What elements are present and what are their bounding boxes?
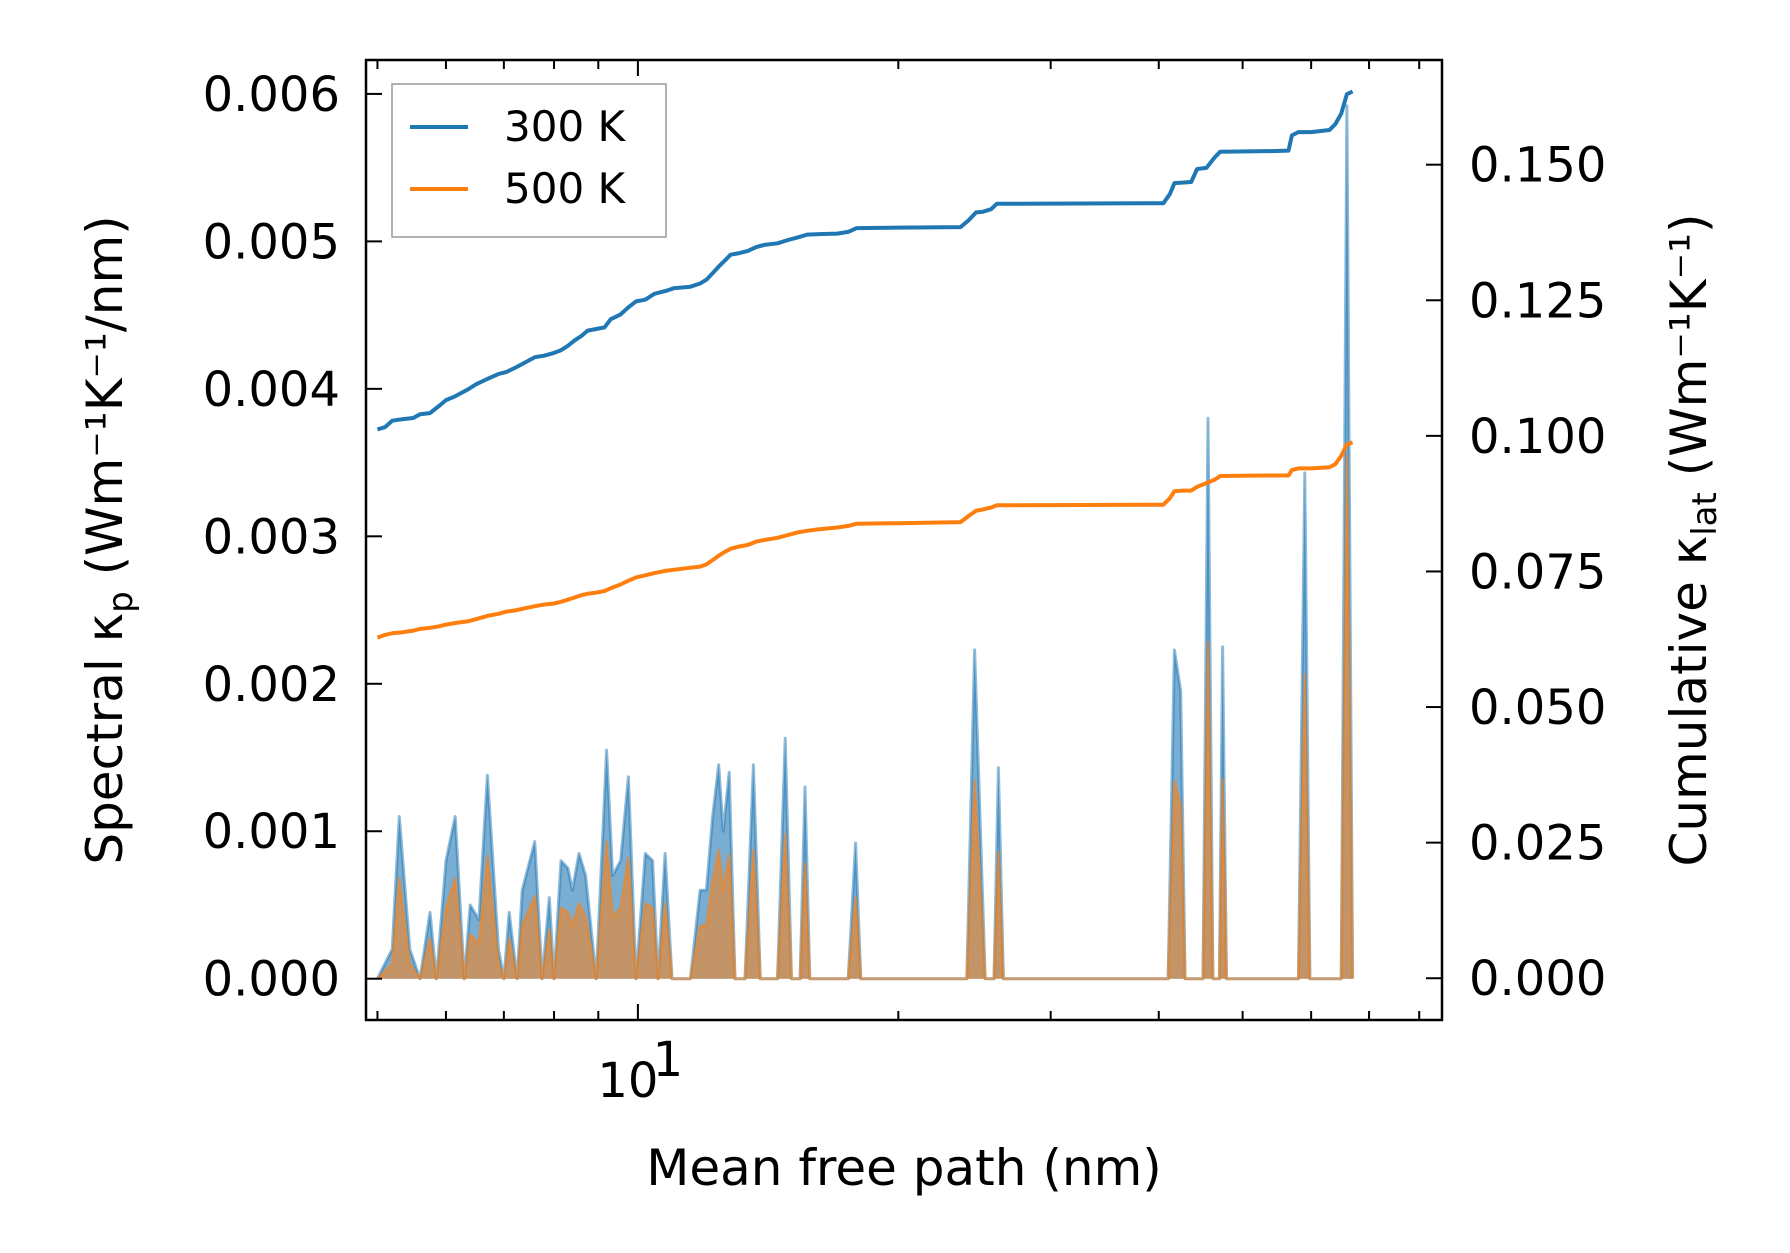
- left-tick-label-0: 0.000: [203, 952, 340, 1008]
- cumulative-lines: [376, 89, 1354, 640]
- axis-ticks: 0.000 0.001 0.002 0.003 0.004 0.005 0.006 0.000…: [203, 60, 1606, 1109]
- right-tick-label-2: 0.050: [1469, 680, 1606, 736]
- legend-label-500k: 500 K: [504, 164, 627, 213]
- left-tick-label-3: 0.003: [203, 509, 340, 565]
- spectral-line-500k: [376, 453, 1355, 981]
- spectral-fills: [376, 104, 1355, 981]
- right-tick-label-6: 0.150: [1469, 138, 1606, 194]
- right-axis-title-prefix: Cumulative κ: [1660, 536, 1718, 867]
- left-tick-label-2: 0.002: [203, 657, 340, 713]
- legend-label-300k: 300 K: [504, 102, 627, 151]
- x-tick-label-exponent: 1: [653, 1032, 684, 1088]
- right-tick-label-4: 0.100: [1469, 409, 1606, 465]
- right-tick-label-5: 0.125: [1469, 273, 1606, 329]
- spectral-line-300k: [376, 104, 1355, 981]
- left-tick-label-6: 0.006: [203, 67, 340, 123]
- legend: 300 K 500 K: [391, 83, 667, 238]
- left-tick-label-4: 0.004: [203, 362, 340, 418]
- right-tick-label-0: 0.000: [1469, 951, 1606, 1007]
- right-axis-title: Cumulative κlat (Wm⁻¹K⁻¹): [1660, 213, 1725, 866]
- left-axis-title: Spectral κp (Wm⁻¹K⁻¹/nm): [76, 215, 141, 864]
- right-tick-label-3: 0.075: [1469, 544, 1606, 600]
- right-axis-title-subscript: lat: [1685, 492, 1725, 536]
- right-axis-title-units: (Wm⁻¹K⁻¹): [1660, 213, 1718, 492]
- left-axis-title-subscript: p: [101, 591, 141, 613]
- legend-box: [391, 83, 667, 238]
- left-axis-title-prefix: Spectral κ: [76, 613, 134, 865]
- plot-frame: [364, 58, 1444, 1022]
- left-tick-label-5: 0.005: [203, 214, 340, 270]
- left-tick-label-1: 0.001: [203, 804, 340, 860]
- left-axis-title-units: (Wm⁻¹K⁻¹/nm): [76, 215, 134, 591]
- cumulative-line-300k: [376, 89, 1354, 432]
- x-tick-label: 10: [597, 1053, 658, 1109]
- x-axis-title: Mean free path (nm): [646, 1139, 1162, 1197]
- cumulative-line-500k: [376, 440, 1354, 640]
- right-tick-label-1: 0.025: [1469, 816, 1606, 872]
